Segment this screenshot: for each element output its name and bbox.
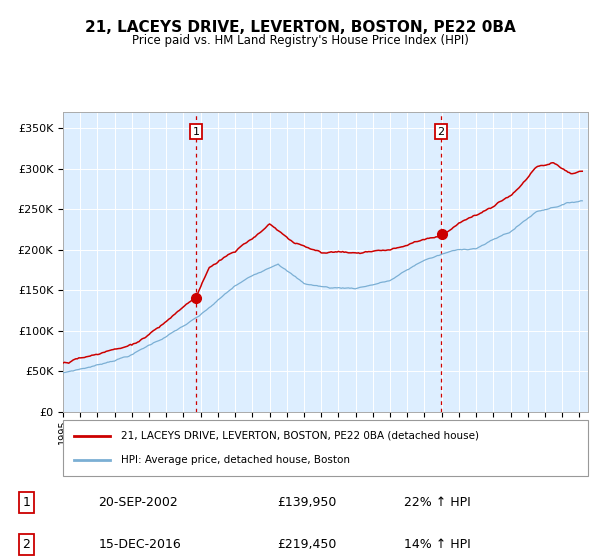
Text: 22% ↑ HPI: 22% ↑ HPI — [404, 496, 470, 509]
Text: 20-SEP-2002: 20-SEP-2002 — [98, 496, 178, 509]
Text: 14% ↑ HPI: 14% ↑ HPI — [404, 538, 470, 551]
Text: 21, LACEYS DRIVE, LEVERTON, BOSTON, PE22 0BA: 21, LACEYS DRIVE, LEVERTON, BOSTON, PE22… — [85, 20, 515, 35]
FancyBboxPatch shape — [63, 420, 588, 476]
Text: 1: 1 — [193, 127, 199, 137]
Text: 2: 2 — [22, 538, 31, 551]
Text: Price paid vs. HM Land Registry's House Price Index (HPI): Price paid vs. HM Land Registry's House … — [131, 34, 469, 46]
Text: £139,950: £139,950 — [277, 496, 337, 509]
Text: 1: 1 — [22, 496, 31, 509]
Text: 2: 2 — [437, 127, 445, 137]
Text: HPI: Average price, detached house, Boston: HPI: Average price, detached house, Bost… — [121, 455, 350, 465]
Text: 21, LACEYS DRIVE, LEVERTON, BOSTON, PE22 0BA (detached house): 21, LACEYS DRIVE, LEVERTON, BOSTON, PE22… — [121, 431, 479, 441]
Text: £219,450: £219,450 — [277, 538, 337, 551]
Text: 15-DEC-2016: 15-DEC-2016 — [98, 538, 181, 551]
